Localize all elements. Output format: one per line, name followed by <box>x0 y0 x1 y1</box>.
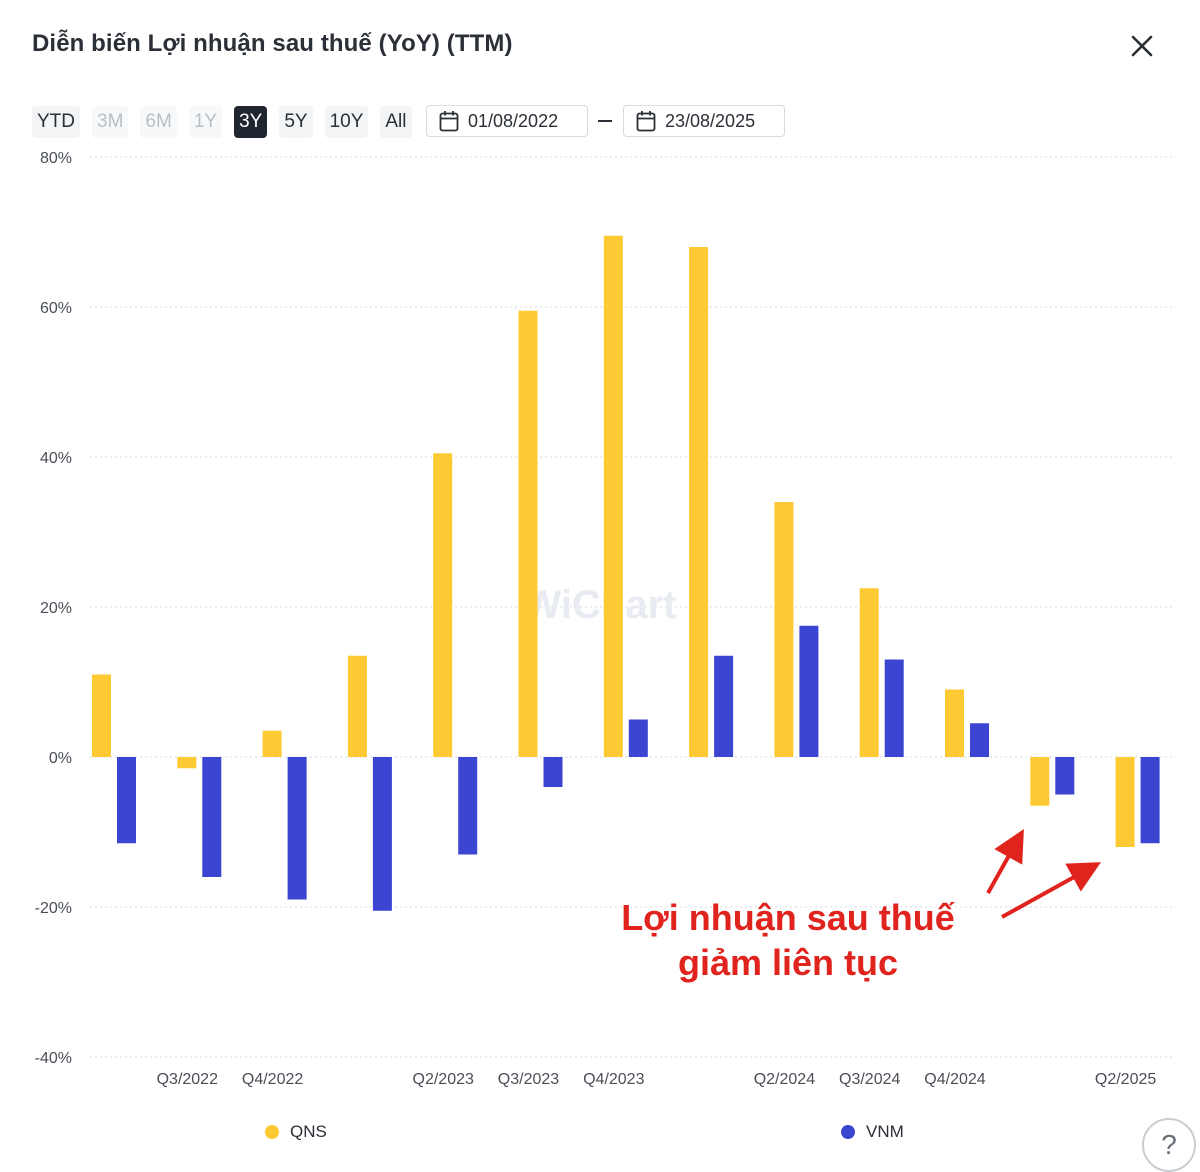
range-button-ytd[interactable]: YTD <box>32 106 80 138</box>
range-button-1y[interactable]: 1Y <box>188 106 223 138</box>
bar-vnm-Q3-2022 <box>202 757 222 877</box>
range-button-6m[interactable]: 6M <box>140 106 177 138</box>
legend-label-vnm: VNM <box>866 1122 904 1141</box>
range-button-3m[interactable]: 3M <box>92 106 129 138</box>
bar-vnm-Q3-2024 <box>884 659 904 757</box>
x-tick-label: Q4/2023 <box>583 1071 644 1088</box>
help-button[interactable]: ? <box>1142 1118 1196 1172</box>
legend-dot-qns <box>265 1125 279 1139</box>
bar-vnm-Q4-2023 <box>628 719 648 757</box>
bar-qns-Q2-2022 <box>92 674 111 757</box>
bar-qns-Q1-2023 <box>347 655 367 757</box>
date-to-picker[interactable]: 23/08/2025 <box>623 105 785 137</box>
time-range-selector: YTD 3M 6M 1Y 3Y 5Y 10Y All <box>32 105 424 139</box>
range-button-5y[interactable]: 5Y <box>279 106 313 138</box>
range-button-3y[interactable]: 3Y <box>234 106 268 138</box>
calendar-icon <box>636 111 656 132</box>
y-tick-label: 20% <box>40 600 72 617</box>
annotation-arrow-1 <box>986 829 1024 894</box>
y-tick-label: 40% <box>40 450 72 467</box>
x-tick-label: Q3/2022 <box>157 1071 218 1088</box>
y-tick-label: 80% <box>40 150 72 167</box>
bar-qns-Q4-2022 <box>262 730 282 757</box>
y-tick-label: -20% <box>35 900 72 917</box>
y-tick-label: -40% <box>35 1050 72 1067</box>
bar-vnm-Q2-2023 <box>458 757 478 855</box>
bar-vnm-Q1-2024 <box>714 655 734 757</box>
legend-dot-vnm <box>841 1125 855 1139</box>
help-icon: ? <box>1161 1129 1177 1160</box>
bar-qns-Q2-2023 <box>433 453 453 757</box>
annotation-arrow-2 <box>1001 862 1101 919</box>
x-tick-label: Q3/2023 <box>498 1071 559 1088</box>
date-range-separator <box>598 120 612 122</box>
close-button[interactable] <box>1126 30 1158 62</box>
watermark-text: WiChart <box>524 583 677 627</box>
bar-vnm-Q2-2022 <box>117 757 136 844</box>
calendar-icon <box>439 111 459 132</box>
date-from-picker[interactable]: 01/08/2022 <box>426 105 588 137</box>
bar-vnm-Q2-2024 <box>799 625 819 757</box>
x-tick-label: Q3/2024 <box>839 1071 900 1088</box>
legend-label-qns: QNS <box>290 1122 327 1141</box>
bar-vnm-Q1-2023 <box>372 757 392 911</box>
x-tick-label: Q4/2022 <box>242 1071 303 1088</box>
bar-qns-Q4-2024 <box>945 689 964 757</box>
x-tick-label: Q2/2025 <box>1095 1071 1156 1088</box>
bar-qns-Q3-2023 <box>518 310 538 757</box>
bar-qns-Q3-2024 <box>859 588 879 757</box>
bar-qns-Q1-2025 <box>1030 757 1050 806</box>
bar-vnm-Q1-2025 <box>1055 757 1075 795</box>
bar-qns-Q4-2023 <box>603 235 623 757</box>
y-tick-label: 0% <box>49 750 72 767</box>
x-tick-label: Q2/2023 <box>413 1071 474 1088</box>
x-tick-label: Q2/2024 <box>754 1071 815 1088</box>
x-tick-label: Q4/2024 <box>924 1071 985 1088</box>
chart-title: Diễn biến Lợi nhuận sau thuế (YoY) (TTM) <box>32 30 513 57</box>
bar-qns-Q3-2022 <box>177 757 197 769</box>
legend-item-qns[interactable]: QNS <box>265 1122 327 1142</box>
bar-vnm-Q4-2022 <box>287 757 307 900</box>
range-button-10y[interactable]: 10Y <box>324 106 369 138</box>
bar-qns-Q2-2024 <box>774 502 794 757</box>
annotation-line-2: giảm liên tục <box>678 942 898 983</box>
date-to-value: 23/08/2025 <box>665 110 756 131</box>
range-button-all[interactable]: All <box>380 106 412 138</box>
annotation-line-1: Lợi nhuận sau thuế <box>621 897 956 938</box>
close-icon <box>1131 35 1153 57</box>
bar-vnm-Q4-2024 <box>970 723 989 757</box>
bar-qns-Q2-2025 <box>1115 757 1135 847</box>
y-tick-label: 60% <box>40 300 72 317</box>
legend-item-vnm[interactable]: VNM <box>841 1122 904 1142</box>
bar-qns-Q1-2024 <box>689 247 709 757</box>
bar-vnm-Q3-2023 <box>543 757 563 787</box>
date-from-value: 01/08/2022 <box>468 110 559 131</box>
bar-vnm-Q2-2025 <box>1140 757 1160 844</box>
